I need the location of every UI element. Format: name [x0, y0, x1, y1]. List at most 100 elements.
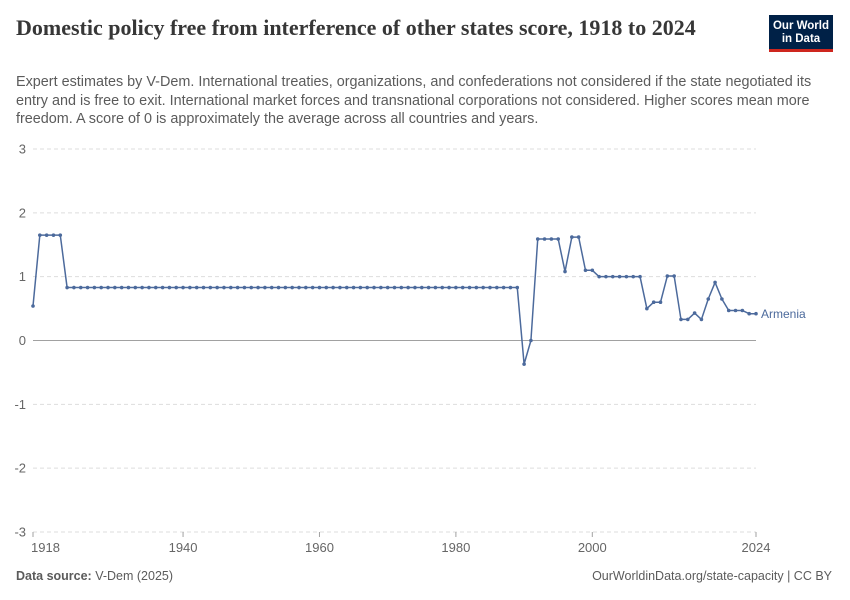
data-point	[65, 285, 69, 290]
x-tick-label: 1980	[441, 540, 470, 555]
data-point	[440, 285, 445, 290]
data-point	[392, 285, 397, 290]
data-point	[495, 285, 499, 290]
data-point	[651, 300, 656, 305]
data-point	[276, 285, 281, 290]
data-point	[508, 285, 513, 290]
data-point	[399, 285, 404, 290]
data-point	[590, 268, 595, 273]
data-point	[188, 285, 192, 290]
data-point	[733, 308, 738, 313]
data-point	[563, 269, 567, 274]
y-tick-label: 1	[19, 269, 26, 284]
data-point	[447, 285, 451, 290]
data-point	[181, 285, 185, 290]
y-tick-label: 0	[19, 333, 26, 348]
data-point	[583, 268, 588, 273]
data-point	[222, 285, 226, 290]
x-tick-label: 1940	[169, 540, 198, 555]
data-point	[160, 285, 165, 290]
data-source-value[interactable]: V-Dem (2025)	[95, 569, 174, 583]
data-point	[358, 285, 363, 290]
data-point	[692, 311, 697, 315]
data-point	[576, 235, 581, 239]
logo-line-1: Our World	[772, 20, 829, 32]
x-tick-label: 2000	[578, 540, 607, 555]
data-point	[379, 285, 383, 290]
data-point	[699, 317, 704, 322]
data-point	[215, 285, 219, 290]
data-point	[754, 311, 758, 316]
data-point	[78, 285, 83, 290]
data-point	[99, 285, 104, 290]
data-point	[535, 237, 540, 241]
data-point	[501, 285, 506, 290]
data-point	[542, 237, 547, 241]
data-point	[229, 285, 233, 290]
data-point	[126, 285, 131, 290]
data-point	[665, 274, 670, 278]
data-point	[235, 285, 240, 290]
data-point	[454, 285, 458, 290]
x-tick-label: 1918	[31, 540, 60, 555]
x-tick-label: 1960	[305, 540, 334, 555]
data-point	[426, 285, 431, 290]
data-point	[140, 285, 144, 290]
y-tick-label: 3	[19, 142, 26, 157]
series-label-armenia: Armenia	[761, 307, 806, 321]
data-point	[726, 308, 731, 313]
data-point	[263, 285, 267, 290]
chart-subtitle: Expert estimates by V-Dem. International…	[16, 74, 812, 127]
x-tick-label: 2024	[742, 540, 771, 555]
data-point	[147, 285, 151, 290]
data-point	[31, 304, 35, 308]
data-point	[153, 285, 158, 290]
data-point	[133, 285, 138, 290]
data-point	[167, 285, 172, 290]
data-point	[283, 285, 288, 290]
data-point	[310, 285, 315, 290]
data-point	[631, 274, 636, 279]
data-point	[604, 274, 608, 279]
data-point	[488, 285, 492, 290]
data-point	[249, 285, 254, 290]
data-point	[372, 285, 376, 290]
data-point	[269, 285, 274, 290]
y-tick-label: -2	[14, 461, 26, 476]
y-tick-label: -1	[14, 397, 26, 412]
data-point	[658, 300, 663, 305]
data-point	[672, 274, 676, 278]
data-point	[481, 285, 485, 290]
data-point	[208, 285, 213, 290]
data-point	[194, 285, 199, 290]
data-point	[106, 285, 110, 290]
data-point	[38, 233, 42, 237]
data-point	[201, 285, 206, 290]
data-point	[740, 308, 745, 313]
data-source-label: Data source:	[16, 569, 92, 583]
data-point	[638, 274, 642, 279]
data-point	[433, 285, 438, 290]
data-point	[624, 274, 629, 279]
data-point	[174, 285, 179, 290]
data-source: Data source: V-Dem (2025)	[16, 569, 173, 583]
data-point	[51, 233, 56, 237]
data-point	[474, 285, 479, 290]
data-point	[419, 285, 424, 290]
url-license[interactable]: OurWorldinData.org/state-capacity | CC B…	[592, 569, 832, 583]
data-point	[385, 285, 390, 290]
data-point	[617, 274, 622, 279]
y-tick-label: -3	[14, 525, 26, 540]
data-point	[304, 285, 308, 290]
data-point	[242, 285, 247, 290]
data-point	[297, 285, 301, 290]
data-point	[685, 317, 690, 322]
data-point	[72, 285, 76, 290]
data-point	[406, 285, 410, 290]
data-point	[338, 285, 342, 290]
data-point	[747, 311, 751, 316]
data-point	[344, 285, 349, 290]
owid-logo[interactable]: Our World in Data	[769, 15, 833, 52]
data-point	[467, 285, 472, 290]
